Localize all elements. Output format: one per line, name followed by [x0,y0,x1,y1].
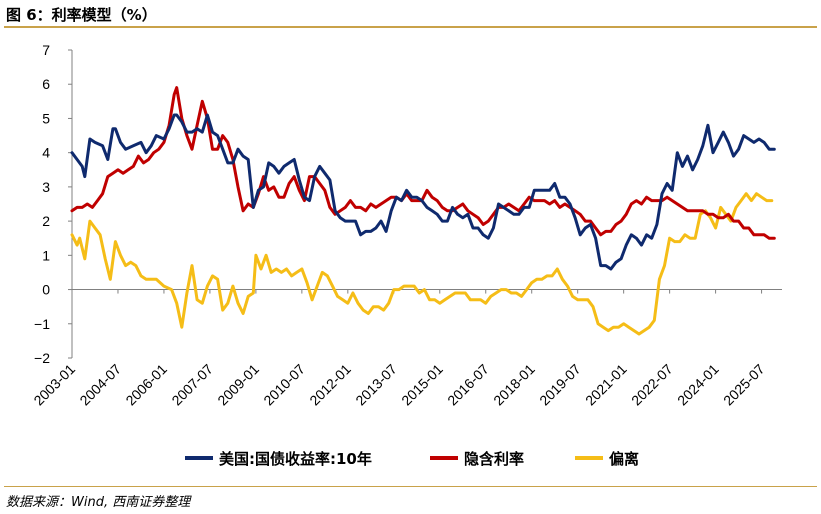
x-tick-label: 2022-07 [628,361,676,409]
y-tick-label: 7 [42,42,50,58]
footer-divider [4,486,817,487]
y-tick-label: 0 [42,282,50,298]
chart-title: 图 6：利率模型（%） [6,6,157,24]
x-tick-label: 2004-07 [76,361,124,409]
title-divider [4,26,817,28]
series-layer [70,86,776,336]
x-tick-label: 2007-07 [168,361,216,409]
source-note: 数据来源：Wind, 西南证券整理 [6,495,191,510]
x-tick-label: 2016-07 [444,361,492,409]
y-tick-label: 1 [42,247,50,263]
y-tick-label: −1 [34,316,50,332]
y-tick-label: 5 [42,110,50,126]
y-tick-label: 3 [42,179,50,195]
axes: −2 −1 0 1 2 3 4 5 6 7 2003-012004-072006-012007-07… [30,42,782,408]
legend-item-us10y-label: 美国:国债收益率:10年 [219,450,372,468]
x-tick-label: 2006-01 [122,361,170,409]
x-tick-label: 2015-01 [398,361,446,409]
x-tick-label: 2009-01 [214,361,262,409]
x-tick-label: 2003-01 [30,361,78,409]
x-tick-label: 2010-07 [260,361,308,409]
x-tick-label: 2013-07 [352,361,400,409]
y-tick-label: 2 [42,213,50,229]
series-line-implied-rate [70,86,776,240]
series-line-us10y [70,113,776,271]
x-tick-label: 2018-01 [490,361,538,409]
legend-item-implied-rate-label: 隐含利率 [464,450,524,468]
legend: 美国:国债收益率:10年 隐含利率 偏离 [185,450,639,468]
y-tick-label: 4 [42,145,50,161]
y-tick-label: 6 [42,76,50,92]
legend-item-deviation-label: 偏离 [609,450,639,468]
y-tick-label: −2 [34,350,50,366]
series-line-deviation [70,192,774,336]
x-tick-label: 2024-01 [674,361,722,409]
x-tick-label: 2012-01 [306,361,354,409]
x-tick-label: 2021-01 [582,361,630,409]
x-tick-label: 2025-07 [720,361,768,409]
x-tick-label: 2019-07 [536,361,584,409]
